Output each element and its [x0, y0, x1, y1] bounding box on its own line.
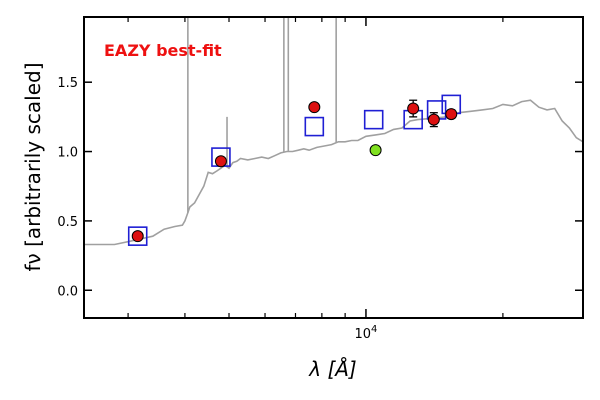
model-square — [363, 109, 384, 130]
plot-background — [84, 17, 583, 318]
model-square — [304, 116, 325, 137]
annotation-label: EAZY best-fit — [104, 41, 222, 60]
plot-area — [84, 17, 583, 318]
observed-point — [214, 155, 227, 168]
observed-point — [427, 113, 440, 126]
observed-point — [407, 102, 420, 115]
y-axis-label: fν [arbitrarily scaled] — [21, 63, 45, 272]
model-square — [127, 226, 148, 246]
sed-line — [84, 99, 583, 246]
observed-point — [308, 101, 321, 114]
y-tick-label: 1.5 — [57, 76, 78, 91]
y-tick-label: 0.0 — [57, 284, 78, 299]
observed-point — [445, 108, 458, 121]
observed-point-green — [369, 144, 382, 157]
data-layer — [84, 17, 583, 246]
plot-frame — [83, 16, 584, 319]
observed-point — [131, 230, 144, 243]
x-tick-label: 104 — [354, 324, 377, 342]
ticks-layer: 0.0 0.5 1.0 1.5 104 — [57, 17, 583, 342]
y-tick-label: 1.0 — [57, 146, 78, 161]
y-tick-label: 0.5 — [57, 215, 78, 230]
x-axis-label: λ [Å] — [308, 357, 356, 381]
